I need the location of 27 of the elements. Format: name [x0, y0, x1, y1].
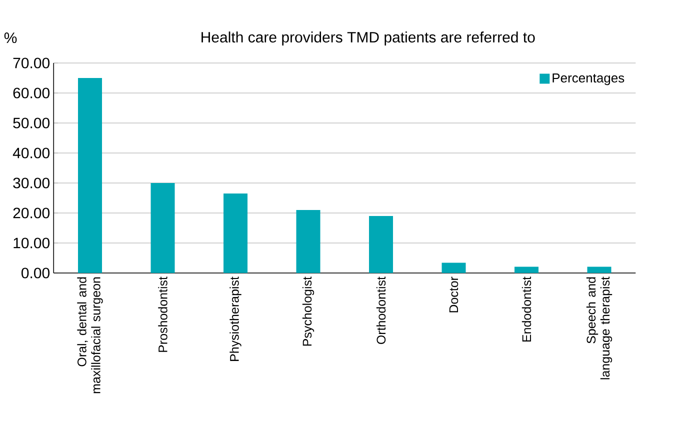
x-tick-label: Endodontist — [522, 276, 532, 342]
legend-label: Percentages — [552, 73, 624, 86]
x-tick-label: Proshodontist — [158, 276, 168, 352]
x-tick-label: Speech and language therapist — [586, 276, 612, 380]
bar — [296, 210, 320, 273]
y-tick-label: 30.00 — [13, 178, 50, 188]
y-axis-title: % — [4, 32, 17, 44]
y-tick-label: 20.00 — [13, 208, 50, 218]
y-tick-label: 60.00 — [13, 88, 50, 98]
y-tick-label: 10.00 — [14, 238, 50, 248]
chart-title: Health care providers TMD patients are referred to — [202, 32, 535, 46]
bar — [150, 183, 175, 273]
x-tick-label: Orthodontist — [376, 276, 386, 344]
bar — [224, 194, 248, 273]
bar — [514, 266, 539, 273]
x-tick-label: Oral, dental and maxillofacial surgeon — [77, 277, 103, 394]
x-tick-label: Psychologist — [302, 276, 314, 346]
x-tick-label: Doctor — [449, 276, 458, 312]
y-tick-label: 70.00 — [13, 58, 50, 68]
y-tick-label: 0.00 — [22, 268, 50, 278]
bar — [369, 216, 394, 273]
bar — [78, 78, 102, 273]
bar — [442, 262, 466, 273]
x-tick-label: Physiotherapist — [230, 276, 242, 361]
bar — [587, 266, 612, 273]
y-tick-label: 40.00 — [12, 148, 50, 158]
y-tick-label: 50.00 — [13, 118, 50, 128]
